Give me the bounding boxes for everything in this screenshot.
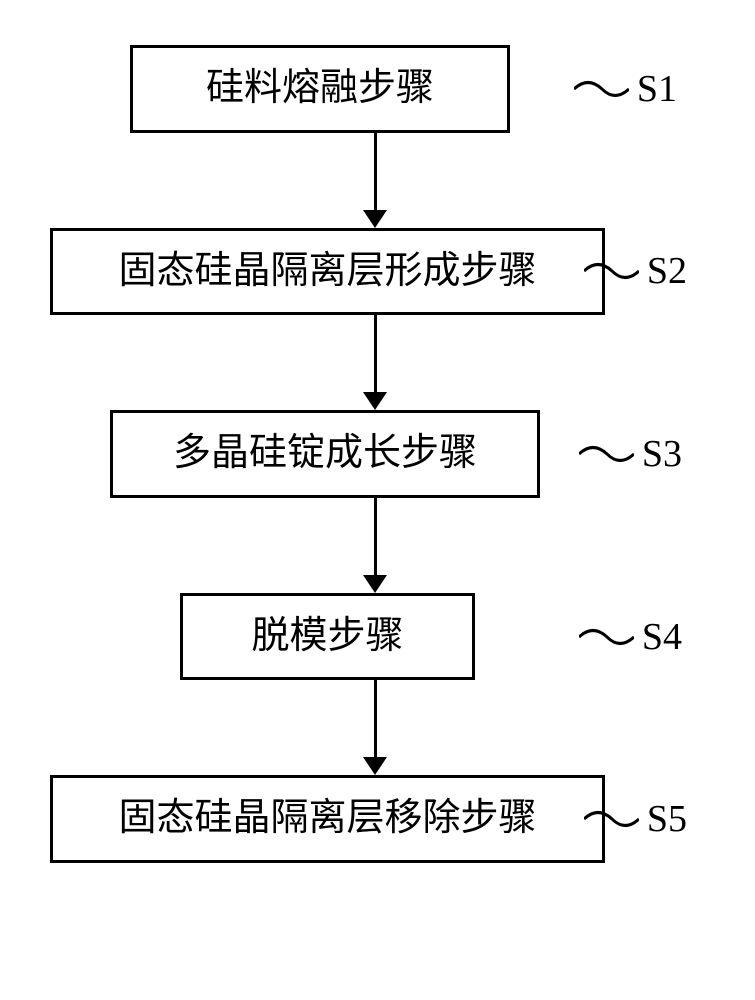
connector-curve-icon (579, 439, 634, 469)
arrow-line (374, 498, 377, 578)
step-connector: S1 (574, 67, 677, 111)
flowchart-arrow (50, 133, 700, 228)
step-label: 多晶硅锭成长步骤 (173, 432, 477, 474)
step-id-label: S1 (637, 67, 677, 111)
step-connector: S2 (584, 249, 687, 293)
step-id-label: S5 (647, 797, 687, 841)
arrow-head-icon (363, 757, 387, 775)
step-label: 硅料熔融步骤 (206, 67, 434, 109)
step-id-label: S4 (642, 615, 682, 659)
step-label: 固态硅晶隔离层移除步骤 (118, 797, 536, 839)
arrow-head-icon (363, 392, 387, 410)
connector-curve-icon (584, 256, 639, 286)
arrow-line (374, 680, 377, 760)
step-label: 固态硅晶隔离层形成步骤 (118, 250, 536, 292)
connector-curve-icon (574, 74, 629, 104)
connector-curve-icon (579, 622, 634, 652)
flowchart-step: 固态硅晶隔离层形成步骤 S2 (50, 228, 605, 316)
arrow-head-icon (363, 210, 387, 228)
flowchart-container: 硅料熔融步骤 S1 固态硅晶隔离层形成步骤 S2 多晶硅锭成长步骤 (50, 45, 700, 863)
step-id-label: S2 (647, 249, 687, 293)
flowchart-arrow (50, 680, 700, 775)
arrow-line (374, 133, 377, 213)
step-id-label: S3 (642, 432, 682, 476)
flowchart-step: 脱模步骤 S4 (180, 593, 475, 681)
flowchart-step: 多晶硅锭成长步骤 S3 (110, 410, 540, 498)
connector-curve-icon (584, 804, 639, 834)
step-connector: S3 (579, 432, 682, 476)
step-connector: S5 (584, 797, 687, 841)
flowchart-step: 硅料熔融步骤 S1 (130, 45, 510, 133)
arrow-head-icon (363, 575, 387, 593)
step-label: 脱模步骤 (251, 615, 403, 657)
flowchart-arrow (50, 498, 700, 593)
flowchart-step: 固态硅晶隔离层移除步骤 S5 (50, 775, 605, 863)
flowchart-arrow (50, 315, 700, 410)
arrow-line (374, 315, 377, 395)
step-connector: S4 (579, 615, 682, 659)
